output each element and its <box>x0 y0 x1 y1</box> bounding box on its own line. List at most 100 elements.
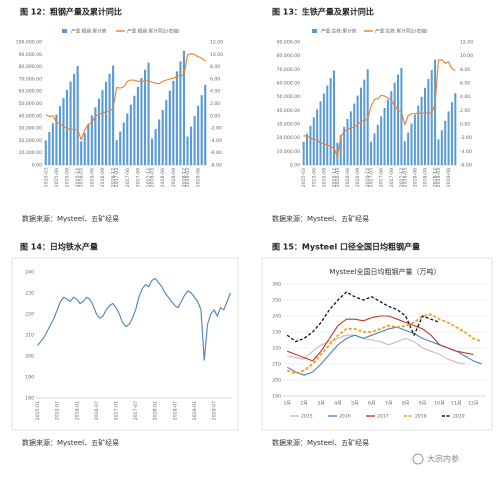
legend-swatch <box>62 29 67 33</box>
bar <box>447 111 450 165</box>
bar <box>133 95 136 165</box>
y-tick-label: 230 <box>25 291 34 297</box>
y-tick-label: 210 <box>272 362 281 368</box>
y-tick-label: 50,000.00 <box>277 94 300 100</box>
x-tick-label: 2018-07 <box>172 401 178 420</box>
x-tick-label: 2016-09 <box>355 168 361 187</box>
x-tick-label: 2月 <box>300 401 308 407</box>
x-tick-label: 2019-03 <box>185 168 191 187</box>
bar <box>168 90 171 165</box>
bar <box>58 106 62 165</box>
bar <box>55 114 58 165</box>
bar <box>200 95 203 165</box>
x-tick-label: 2015-06 <box>311 168 317 187</box>
x-tick-label: 2016-03 <box>335 168 341 187</box>
x-tick-label: 2015-09 <box>321 168 327 187</box>
x-tick-label: 2019-07 <box>212 401 218 420</box>
x-tick-label: 2017-06 <box>379 168 385 187</box>
y-tick-label: 10,000.00 <box>277 149 300 155</box>
bar <box>339 135 342 165</box>
x-tick-label: 10月 <box>434 401 444 407</box>
bar <box>97 98 100 165</box>
x-tick-label: 2015-09 <box>65 168 71 187</box>
x-tick-label: 4月 <box>334 401 342 407</box>
y2-tick-label: -6.00 <box>210 150 222 156</box>
bar <box>129 104 132 165</box>
bar <box>136 86 139 165</box>
bar <box>193 116 196 165</box>
bar <box>94 107 97 165</box>
y2-tick-label: -2.00 <box>210 126 222 132</box>
y2-tick-label: 6.00 <box>460 81 470 87</box>
bar <box>423 87 426 165</box>
y2-tick-label: 10.00 <box>460 53 473 59</box>
x-tick-label: 2016-03 <box>79 168 85 187</box>
x-tick-label: 2018-03 <box>150 168 156 187</box>
bar <box>112 65 115 165</box>
bar <box>420 96 423 165</box>
bar <box>427 78 430 165</box>
legend-swatch <box>312 29 317 33</box>
x-tick-label: 2015-01 <box>35 401 41 420</box>
y-tick-label: 200 <box>272 378 281 384</box>
bar <box>44 140 47 165</box>
bar <box>326 85 329 165</box>
bar <box>450 102 453 165</box>
legend-label: 2019 <box>453 414 465 420</box>
bar <box>306 133 309 165</box>
bar <box>336 142 339 165</box>
x-tick-label: 2017-12 <box>146 168 152 187</box>
bar <box>430 70 433 165</box>
x-tick-label: 2018-01 <box>153 401 159 420</box>
bar <box>329 78 332 165</box>
bar <box>403 141 406 165</box>
y-tick-label: 210 <box>25 333 34 339</box>
x-tick-label: 1月 <box>283 401 291 407</box>
series-line <box>45 53 206 141</box>
y-tick-label: 0.00 <box>32 163 42 169</box>
bar <box>140 78 143 165</box>
y2-tick-label: 4.00 <box>210 89 220 95</box>
y2-tick-label: 2.00 <box>460 108 470 114</box>
y2-tick-label: 10.00 <box>210 52 223 58</box>
y2-tick-label: 12.00 <box>210 40 223 46</box>
series-line <box>286 326 482 376</box>
y-tick-label: 20,000.00 <box>277 135 300 141</box>
y-tick-label: 50,000.00 <box>19 101 42 107</box>
y2-tick-label: -8.00 <box>210 163 222 169</box>
bar <box>373 133 376 165</box>
x-tick-label: 2019-03 <box>436 168 442 187</box>
y-tick-label: 80,000.00 <box>19 64 42 70</box>
bar <box>158 119 161 165</box>
bar <box>48 131 51 165</box>
y-tick-label: 40,000.00 <box>19 113 42 119</box>
x-tick-label: 2016-06 <box>345 168 351 187</box>
legend-label: 产量:粗钢:累计值 <box>71 28 107 35</box>
y-tick-label: 260 <box>272 282 281 288</box>
bar <box>186 136 189 165</box>
bar <box>437 139 440 165</box>
y-tick-label: 30,000.00 <box>19 126 42 132</box>
bar <box>356 95 359 165</box>
y-tick-label: 230 <box>272 330 281 336</box>
bar <box>147 62 150 165</box>
bar <box>83 132 86 165</box>
y2-tick-label: 4.00 <box>460 94 470 100</box>
bar <box>349 111 352 165</box>
x-tick-label: 2018-06 <box>160 168 166 187</box>
series-line <box>286 291 440 343</box>
y-tick-label: 180 <box>25 396 34 402</box>
y-tick-label: 90,000.00 <box>277 40 300 46</box>
x-tick-label: 8月 <box>402 401 410 407</box>
bar <box>165 100 168 165</box>
bar <box>319 101 322 165</box>
y2-tick-label: 6.00 <box>210 76 220 82</box>
y-tick-label: 200 <box>25 354 34 360</box>
x-tick-label: 2015-12 <box>332 168 338 187</box>
bar <box>393 82 396 165</box>
x-tick-label: 2018-12 <box>181 168 187 187</box>
bar <box>370 141 373 165</box>
bar <box>154 129 157 165</box>
y-tick-label: 70,000.00 <box>277 67 300 73</box>
bar <box>182 50 186 165</box>
